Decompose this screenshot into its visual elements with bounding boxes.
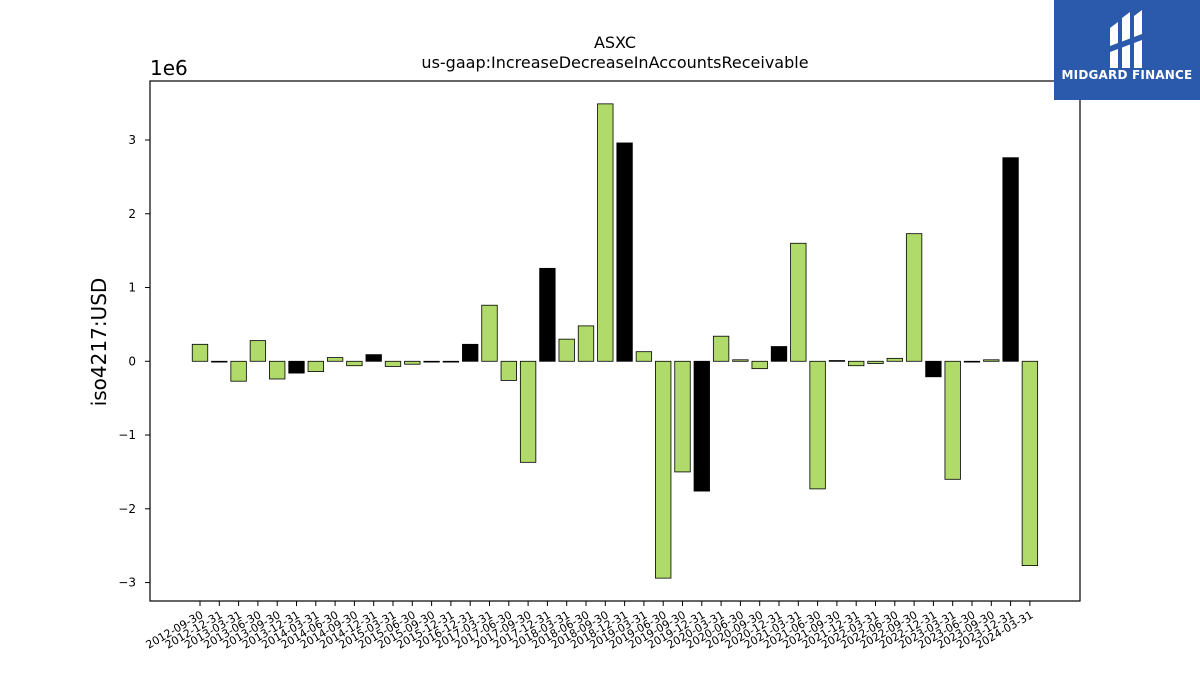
y-tick-label: 3 (128, 133, 136, 147)
bar-2020-06-30 (732, 359, 749, 362)
bar-2019-12-31 (693, 360, 710, 492)
bar-2017-09-30 (519, 360, 537, 463)
y-tick-label: −3 (118, 576, 136, 590)
bar-2022-03-31 (867, 360, 884, 364)
bar-2020-03-31 (712, 335, 730, 362)
bar-2019-03-31 (635, 351, 653, 362)
bar-2020-09-30 (751, 360, 768, 370)
bar-2015-12-31 (442, 360, 460, 363)
bar-2015-03-31 (384, 360, 402, 367)
chart-title: ASXC (594, 33, 636, 52)
bar-2018-03-31 (558, 338, 575, 362)
x-ticks-group: 2012-09-302012-12-312013-03-312013-06-30… (144, 601, 1035, 652)
bar-2014-03-31 (307, 360, 324, 373)
bar-2014-09-30 (346, 360, 363, 367)
bar-2013-12-31 (288, 360, 305, 374)
y-tick-label: 0 (128, 354, 136, 368)
bar-2015-09-30 (423, 360, 440, 363)
bar-2018-12-31 (616, 142, 633, 362)
bar-2018-06-30 (577, 325, 595, 362)
midgard-logo-mark (1110, 10, 1142, 68)
bar-2023-09-30 (983, 359, 1000, 362)
bar-2021-12-31 (848, 360, 865, 367)
bars-group (191, 103, 1039, 579)
bar-2021-06-30 (809, 360, 826, 490)
brand-logo: MIDGARD FINANCE (1054, 0, 1200, 100)
bar-2017-03-31 (481, 304, 498, 362)
plot-frame (149, 80, 1081, 602)
bar-2023-12-31 (1002, 157, 1019, 362)
brand-name: MIDGARD FINANCE (1061, 68, 1193, 82)
bar-2012-12-31 (211, 360, 228, 363)
bar-2017-12-31 (539, 267, 556, 362)
bar-2016-12-31 (462, 343, 479, 362)
y-tick-label: −2 (118, 502, 136, 516)
y-tick-label: 1 (128, 281, 136, 295)
y-tick-label: −1 (118, 428, 136, 442)
bar-2021-09-30 (828, 360, 846, 362)
bar-2022-06-30 (886, 357, 903, 362)
bar-2022-12-31 (925, 360, 942, 378)
bar-2012-09-30 (191, 343, 209, 362)
bar-2018-09-30 (597, 103, 614, 362)
bar-2017-06-30 (500, 360, 517, 381)
y-ticks-group: −3 −2 −1 0 1 2 3 (118, 133, 150, 590)
chart-subtitle: us-gaap:IncreaseDecreaseInAccountsReceiv… (421, 53, 808, 72)
bar-2015-06-30 (404, 360, 421, 365)
bar-2014-12-31 (365, 354, 382, 362)
bar-2024-03-31 (1021, 360, 1039, 566)
y-tick-label: 2 (128, 207, 136, 221)
bar-2014-06-30 (326, 357, 344, 362)
bar-2013-09-30 (269, 360, 286, 380)
bar-2023-06-30 (963, 360, 981, 363)
bar-2020-12-31 (770, 346, 788, 362)
bar-2019-09-30 (674, 360, 691, 473)
bar-2021-03-31 (790, 242, 807, 362)
bar-2022-09-30 (905, 233, 923, 362)
y-multiplier-label: 1e6 (150, 56, 188, 80)
bar-2023-03-31 (944, 360, 961, 480)
bar-2019-06-30 (655, 360, 672, 579)
bar-2013-03-31 (230, 360, 247, 382)
bar-2013-06-30 (249, 340, 267, 362)
y-axis-label: iso4217:USD (87, 278, 111, 407)
